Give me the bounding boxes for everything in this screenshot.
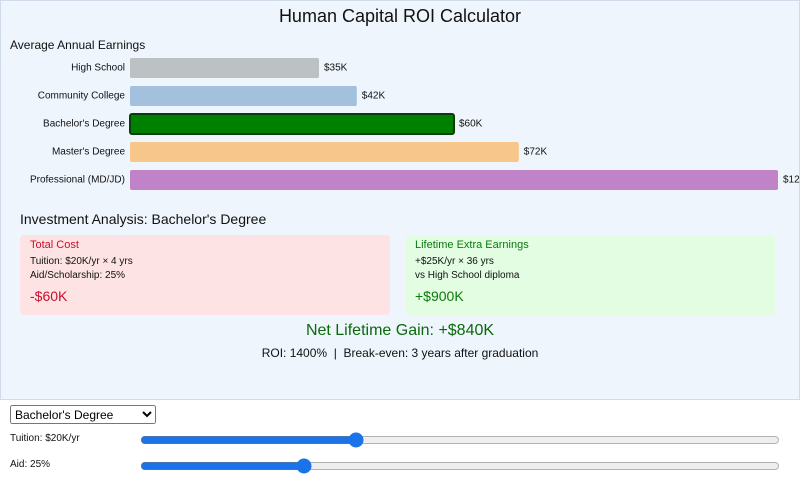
bar [129, 113, 455, 135]
value-label: $60K [459, 119, 483, 130]
cost-total: -$60K [30, 288, 68, 304]
analysis-title: Investment Analysis: Bachelor's Degree [20, 211, 267, 227]
earnings-title: Lifetime Extra Earnings [415, 239, 529, 251]
page-title: Human Capital ROI Calculator [278, 6, 522, 26]
cost-line: Tuition: $20K/yr × 4 yrs [30, 256, 133, 267]
chart-title: Average Annual Earnings [10, 38, 146, 52]
bar [130, 58, 319, 78]
bar [130, 170, 778, 190]
net-gain: Net Lifetime Gain: +$840K [305, 322, 495, 339]
aid-slider[interactable] [140, 458, 780, 474]
bar [130, 142, 519, 162]
value-label: $35K [324, 63, 348, 74]
category-label: High School [71, 63, 125, 74]
value-label: $120K [783, 175, 800, 186]
cost-title: Total Cost [30, 239, 79, 251]
earnings-box: Lifetime Extra Earnings +$25K/yr × 36 yr… [405, 235, 775, 315]
tuition-slider[interactable] [140, 432, 780, 448]
category-label: Professional (MD/JD) [30, 175, 125, 186]
earnings-line: vs High School diploma [415, 270, 520, 281]
degree-select[interactable]: Bachelor's Degree [10, 405, 156, 424]
chart: High School $35K Community College $42K Bach… [30, 58, 800, 190]
value-label: $72K [524, 147, 548, 158]
roi-summary: ROI: 1400% | Break-even: 3 years after g… [261, 346, 539, 360]
category-label: Community College [38, 91, 126, 102]
earnings-line: +$25K/yr × 36 yrs [415, 256, 494, 267]
category-label: Master's Degree [52, 147, 125, 158]
value-label: $42K [362, 91, 386, 102]
cost-box: Total Cost Tuition: $20K/yr × 4 yrs Aid/… [20, 235, 390, 315]
earnings-total: +$900K [415, 288, 464, 304]
tuition-label: Tuition: $20K/yr [10, 433, 80, 444]
cost-line: Aid/Scholarship: 25% [30, 270, 126, 281]
bar [130, 86, 357, 106]
aid-label: Aid: 25% [10, 459, 51, 470]
category-label: Bachelor's Degree [43, 119, 125, 130]
